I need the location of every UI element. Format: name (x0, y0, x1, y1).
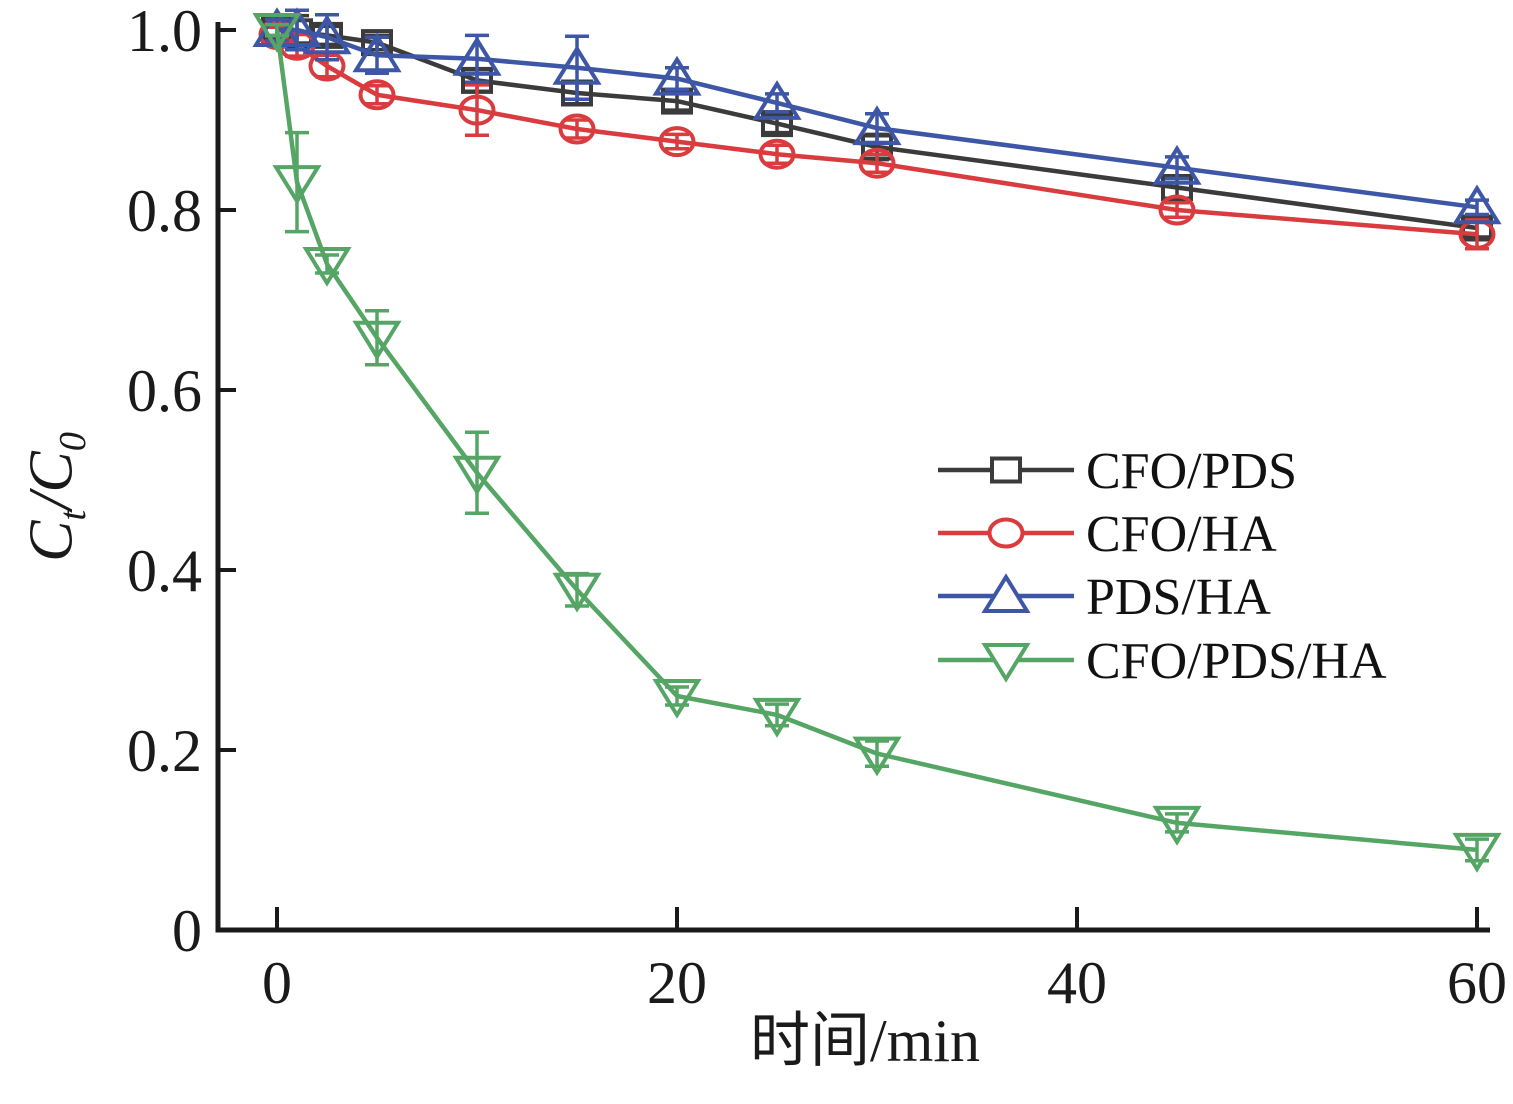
y-tick-label: 1.0 (127, 0, 202, 64)
legend-label: CFO/PDS/HA (1086, 633, 1387, 690)
series-pds-ha (252, 7, 1502, 225)
y-tick-label: 0.8 (127, 178, 202, 244)
x-tick-label: 40 (1047, 950, 1107, 1016)
data-point-marker (358, 79, 396, 111)
legend-label: CFO/PDS (1086, 443, 1297, 500)
data-point-marker (1158, 194, 1196, 226)
legend-label: PDS/HA (1086, 569, 1271, 626)
data-point-marker (1452, 184, 1502, 225)
x-axis-label: 时间/min (749, 1008, 981, 1074)
data-point-marker (1152, 144, 1202, 185)
y-axis-label-part: / (17, 492, 86, 510)
data-point-marker (852, 736, 902, 777)
data-point-marker (652, 679, 702, 719)
data-point-marker (1452, 832, 1502, 873)
series-cfo-pds-ha (252, 13, 1502, 873)
legend: CFO/PDS CFO/HA PDS/HA CFO/PDS/HA (938, 443, 1387, 690)
data-point-marker (272, 7, 322, 47)
data-point-marker (981, 643, 1031, 683)
data-point-marker (1152, 805, 1202, 846)
data-point-marker (452, 35, 502, 76)
y-tick-label: 0.6 (127, 358, 202, 424)
y-axis-label-part: C (17, 520, 86, 562)
data-point-marker (552, 44, 602, 85)
y-tick-label: 0.4 (127, 538, 202, 604)
data-point-marker (458, 94, 496, 126)
y-tick-label: 0 (172, 898, 202, 964)
data-point-marker (990, 456, 1022, 484)
data-point-marker (558, 113, 596, 145)
data-point-marker (852, 105, 902, 146)
data-point-marker (858, 147, 896, 179)
legend-item-cfo-pds: CFO/PDS (938, 443, 1297, 500)
x-tick-label: 20 (647, 950, 707, 1016)
data-point-marker (987, 517, 1025, 549)
data-point-marker (981, 573, 1031, 613)
axis-spines (215, 22, 1490, 933)
legend-item-pds-ha: PDS/HA (938, 569, 1271, 626)
data-point-marker (752, 80, 802, 120)
data-point-marker (272, 165, 322, 205)
y-tick-label: 0.2 (127, 718, 202, 784)
data-point-marker (652, 55, 702, 96)
x-tick-label: 60 (1447, 950, 1507, 1016)
y-axis-label: Ct/C0 (17, 432, 94, 562)
data-point-marker (302, 247, 352, 287)
data-point-marker (552, 572, 602, 613)
data-point-marker (658, 126, 696, 158)
x-tick-label: 0 (262, 950, 292, 1016)
legend-item-cfo-ha: CFO/HA (938, 506, 1277, 563)
data-point-marker (452, 455, 502, 496)
data-point-marker (352, 32, 402, 73)
legend-item-cfo-pds-ha: CFO/PDS/HA (938, 633, 1387, 690)
data-point-marker (352, 320, 402, 361)
data-point-marker (252, 13, 302, 53)
data-point-marker (302, 14, 352, 55)
y-axis-label-part: 0 (51, 432, 94, 452)
data-point-marker (752, 697, 802, 738)
legend-label: CFO/HA (1086, 506, 1277, 563)
data-point-marker (758, 138, 796, 170)
y-axis-label-part: t (51, 509, 94, 521)
y-axis-label-part: C (17, 451, 86, 493)
